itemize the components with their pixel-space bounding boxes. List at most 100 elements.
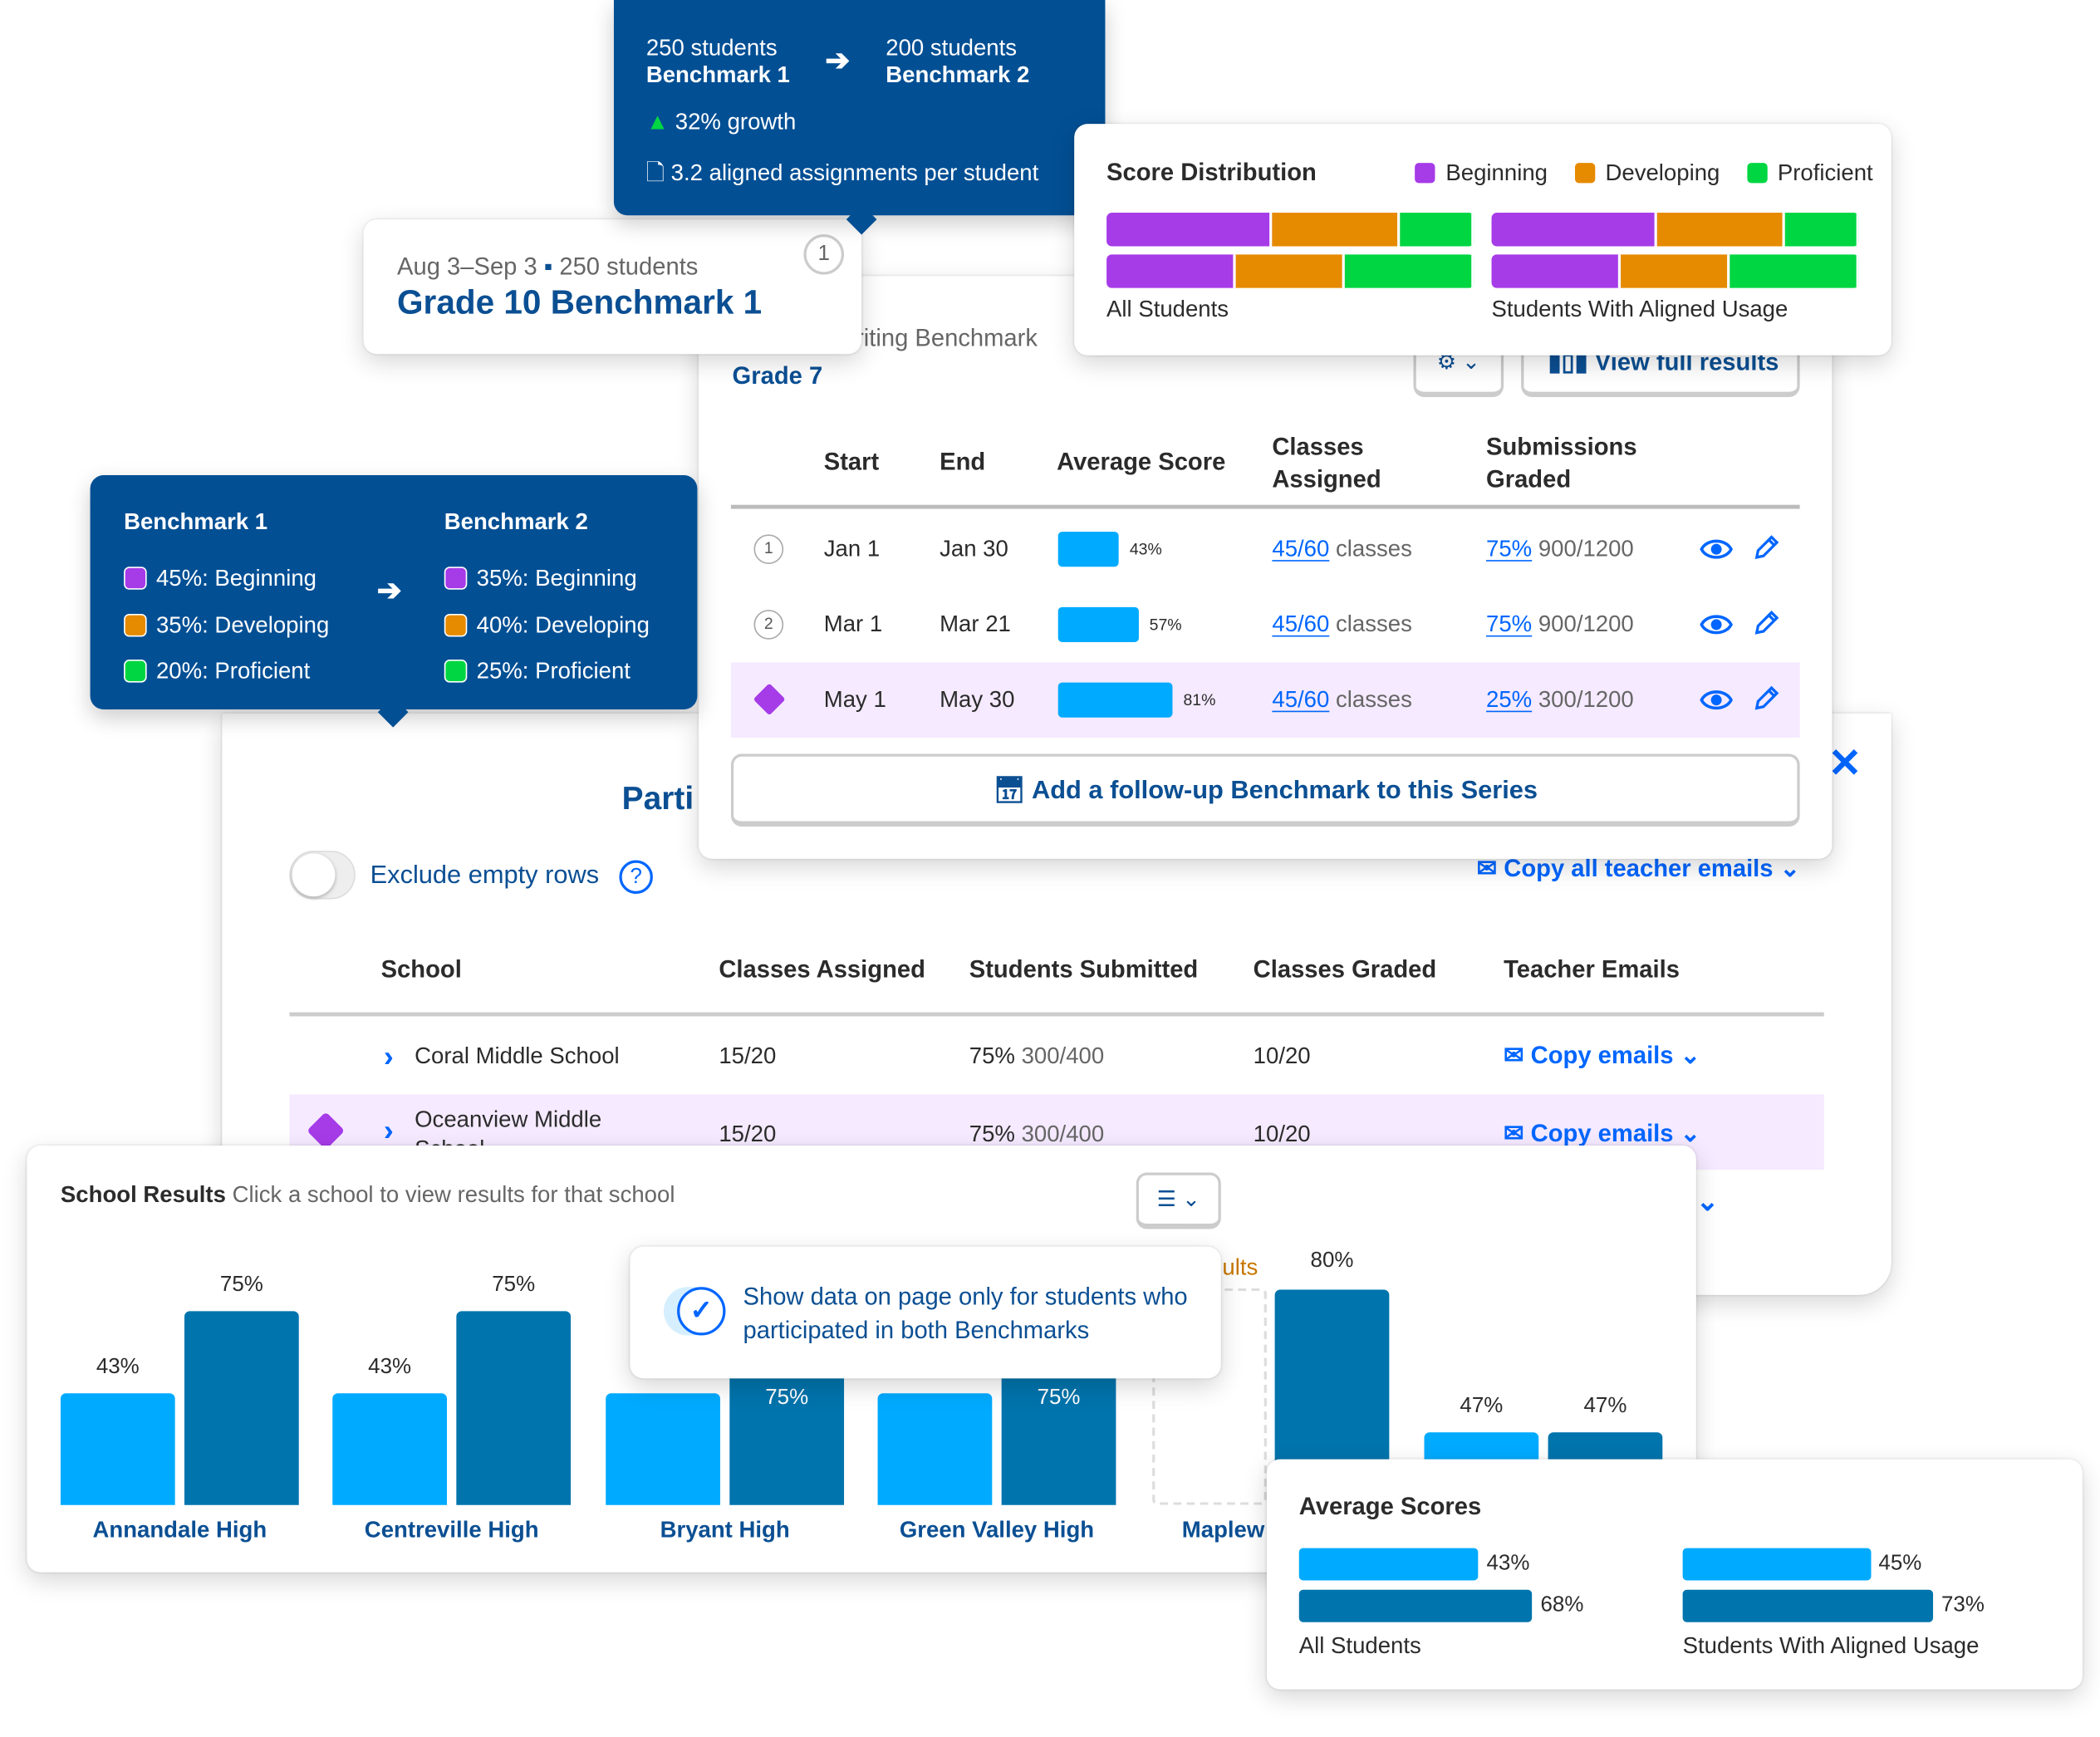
beginning-segment: [1491, 254, 1621, 288]
warning-diamond-icon: [307, 1111, 346, 1151]
proficient-segment: [1345, 254, 1474, 288]
developing-segment: [1234, 254, 1346, 288]
expand-chevron-icon[interactable]: ›: [383, 1039, 394, 1073]
submissions-link[interactable]: 75%: [1486, 535, 1533, 562]
col-classes-assigned: Classes Assigned: [1272, 433, 1381, 493]
col-start: Start: [823, 448, 880, 476]
view-eye-icon[interactable]: [1699, 534, 1734, 564]
col-submissions-graded: Submissions Graded: [1486, 433, 1637, 493]
benchmark2-bar[interactable]: [456, 1311, 572, 1505]
add-follow-up-benchmark-button[interactable]: 📅︎ Add a follow-up Benchmark to this Ser…: [730, 753, 1800, 827]
benchmark-series-card: Writing Benchmark Grade 7 ⚙ ⌄ ▮▯▮ View f…: [699, 276, 1833, 859]
classes-text: classes: [1335, 611, 1412, 637]
start-date: Mar 1: [823, 611, 883, 637]
average-score-bar: [1298, 1589, 1533, 1622]
col-teacher-emails: Teacher Emails: [1504, 955, 1680, 983]
b2-count: 200 students: [886, 35, 1018, 61]
average-scores-title: Average Scores: [1298, 1493, 1482, 1520]
bar-value-label: 43%: [96, 1356, 140, 1380]
bar-value-label: 80%: [1310, 1249, 1354, 1273]
score-distribution-card: Score Distribution Beginning Developing …: [1074, 124, 1891, 356]
help-icon[interactable]: ?: [619, 860, 653, 895]
benchmark1-bar[interactable]: [877, 1393, 993, 1505]
benchmark-card[interactable]: Aug 3–Sep 3 ▪ 250 students Grade 10 Benc…: [363, 219, 862, 355]
checkbox-checked-icon[interactable]: ✓: [663, 1287, 726, 1336]
school-name-label[interactable]: Green Valley High: [899, 1517, 1095, 1543]
school-name[interactable]: Coral Middle School: [415, 1043, 620, 1069]
col-end: End: [940, 448, 986, 476]
proficient-segment: [1785, 213, 1859, 247]
average-score-bar: [1057, 532, 1119, 567]
table-row[interactable]: May 1 May 30 81% 45/60 classes 25% 300/1200: [730, 662, 1800, 738]
table-row[interactable]: 1 Jan 1 Jan 30 43% 45/60 classes 75% 900/1200: [731, 512, 1800, 587]
copy-emails-button[interactable]: ✉ Copy emails ⌄: [1504, 1042, 1701, 1069]
classes-text: classes: [1335, 686, 1412, 713]
group-label: Students With Aligned Usage: [1682, 1632, 1980, 1659]
classes-text: classes: [1335, 535, 1412, 562]
exclude-empty-toggle[interactable]: [289, 851, 356, 900]
average-score-label: 43%: [1129, 539, 1162, 559]
beginning-segment: [1106, 254, 1235, 288]
classes-assigned: 15/20: [719, 1043, 777, 1069]
group-label: Students With Aligned Usage: [1491, 296, 1788, 322]
average-score-bar: [1057, 682, 1173, 718]
average-score-label: 45%: [1878, 1552, 1922, 1575]
end-date: Mar 21: [940, 611, 1011, 637]
growth-tooltip: 250 students Benchmark 1 ➔ 200 students …: [613, 0, 1106, 235]
submissions-link[interactable]: 75%: [1486, 611, 1533, 637]
expand-chevron-icon[interactable]: ›: [383, 1113, 394, 1147]
classes-link[interactable]: 45/60: [1272, 686, 1330, 713]
edit-pencil-icon[interactable]: [1751, 684, 1781, 714]
copy-emails-button[interactable]: ✉ Copy emails ⌄: [1504, 1120, 1701, 1147]
grade-label: Grade 7: [732, 361, 823, 390]
chevron-down-icon[interactable]: ⌄: [1695, 1187, 1719, 1217]
bar-value-label: 75%: [765, 1386, 809, 1410]
col-classes-graded: Classes Graded: [1253, 955, 1437, 983]
benchmark1-bar[interactable]: [606, 1393, 720, 1505]
benchmark1-bar[interactable]: [60, 1393, 175, 1505]
average-score-label: 73%: [1941, 1593, 1985, 1617]
submissions-graded: 75% 900/1200: [1486, 536, 1634, 562]
growth-up-icon: ▲: [645, 109, 670, 135]
students-submitted: 75% 300/400: [969, 1043, 1105, 1069]
school-name-label[interactable]: Centreville High: [364, 1517, 539, 1543]
benchmark2-bar[interactable]: [184, 1311, 299, 1505]
classes-link[interactable]: 45/60: [1272, 535, 1330, 562]
close-icon[interactable]: ✕: [1828, 741, 1862, 787]
developing-segment: [1656, 213, 1786, 247]
classes-link[interactable]: 45/60: [1272, 611, 1330, 637]
submissions-link[interactable]: 25%: [1486, 686, 1533, 713]
school-name-label[interactable]: Bryant High: [660, 1517, 790, 1543]
benchmark1-bar[interactable]: [332, 1393, 448, 1505]
col-average-score: Average Score: [1057, 448, 1226, 476]
b1-title: Benchmark 1: [124, 508, 268, 535]
distribution-tooltip: Benchmark 1 Benchmark 2 45%: Beginning 3…: [90, 475, 698, 728]
arrow-right-icon: ➔: [825, 42, 851, 77]
b1-label: Benchmark 1: [645, 61, 790, 88]
proficient-segment: [1730, 254, 1859, 288]
table-row[interactable]: 2 Mar 1 Mar 21 57% 45/60 classes 75% 900/1200: [731, 587, 1800, 663]
copy-all-emails-button[interactable]: ✉ Copy all teacher emails ⌄: [1476, 855, 1801, 882]
average-score-label: 81%: [1183, 690, 1216, 710]
average-score-bar: [1057, 606, 1139, 642]
b2-title: Benchmark 2: [444, 508, 588, 535]
average-score-bar: [1682, 1548, 1871, 1581]
view-eye-icon[interactable]: [1699, 610, 1734, 640]
start-date: May 1: [823, 686, 886, 713]
b2-list: 35%: Beginning 40%: Developing 25%: Prof…: [444, 556, 650, 695]
view-eye-icon[interactable]: [1699, 685, 1734, 715]
school-name-label[interactable]: Annandale High: [92, 1517, 267, 1543]
filter-dropdown-button[interactable]: ☰ ⌄: [1136, 1172, 1221, 1229]
bar-value-label: 75%: [219, 1273, 263, 1297]
table-row[interactable]: › Coral Middle School 15/20 75% 300/400 …: [289, 1020, 1823, 1096]
b1-count: 250 students: [645, 35, 778, 61]
school-name-label[interactable]: Maplew: [1181, 1517, 1265, 1543]
bar-value-label: 75%: [492, 1273, 536, 1297]
edit-pencil-icon[interactable]: [1751, 608, 1781, 638]
edit-pencil-icon[interactable]: [1751, 533, 1781, 563]
filter-option-label[interactable]: Show data on page only for students who …: [743, 1283, 1188, 1344]
distribution-bar: [1106, 254, 1474, 288]
group-label: All Students: [1106, 296, 1229, 322]
end-date: May 30: [940, 686, 1015, 713]
legend: Beginning Developing Proficient: [1413, 160, 1873, 187]
